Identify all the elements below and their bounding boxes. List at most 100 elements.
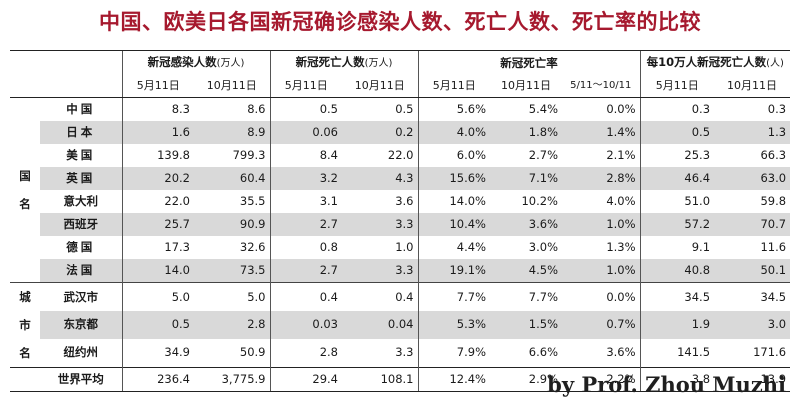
cell-inf-oct: 799.3 xyxy=(232,148,266,162)
page-title: 中国、欧美日各国新冠确诊感染人数、死亡人数、死亡率的比较 xyxy=(99,10,701,34)
infected-header: 新冠感染人数(万人) xyxy=(121,50,270,75)
cell-inf-oct: 50.9 xyxy=(239,345,266,360)
cell-rate-may: 7.9% xyxy=(417,338,490,368)
cell-rate-may: 14.0% xyxy=(417,190,490,213)
cell-rate-oct: 4.5% xyxy=(490,259,562,283)
cell-rate-oct: 6.6% xyxy=(528,345,558,360)
cell-rate-range: 0.0% xyxy=(562,97,641,121)
cell-p-oct: 13.9 xyxy=(714,367,791,392)
side-label-char: 城 xyxy=(19,290,31,304)
cell-rate-oct: 1.8% xyxy=(490,121,562,144)
date-may: 5月11日 xyxy=(417,75,490,98)
cell-p-may: 0.3 xyxy=(639,97,715,121)
row-name: 美国 xyxy=(66,148,96,162)
side-label-char: 名 xyxy=(19,197,31,211)
row-name: 中国 xyxy=(40,97,122,121)
cell-rate-may: 10.4% xyxy=(417,213,490,236)
date-oct: 10月11日 xyxy=(194,75,270,98)
cell-inf-oct: 60.4 xyxy=(194,167,270,190)
rate-header-label: 新冠死亡率 xyxy=(500,55,558,70)
cell-inf-oct: 5.0 xyxy=(194,282,270,312)
row-name: 德国 xyxy=(66,240,96,254)
table-row: 美国 139.8 799.3 8.4 22.0 6.0% 2.7% 2.1% 25.3 66.3 xyxy=(10,144,790,167)
side-empty-cell xyxy=(10,367,40,392)
side-label-char: 市 xyxy=(19,318,31,332)
cell-rate-oct: 7.1% xyxy=(490,167,562,190)
cell-inf-may: 0.5 xyxy=(121,311,194,339)
date-range: 5/11～10/11 xyxy=(562,75,641,98)
cell-inf-oct: 32.6 xyxy=(239,240,266,254)
cell-inf-oct: 2.8 xyxy=(194,311,270,339)
cell-rate-may: 12.4% xyxy=(417,367,490,392)
cell-dth-oct: 3.3 xyxy=(342,259,418,283)
cell-p-may: 1.9 xyxy=(639,311,715,339)
side-label-city: 城市名 xyxy=(10,282,40,368)
table-row: 国名中国 8.3 8.6 0.5 0.5 5.6% 5.4% 0.0% 0.3 0.3 xyxy=(10,97,791,283)
date-oct: 10月11日 xyxy=(342,75,418,98)
cell-rate-range: 3.6% xyxy=(606,345,636,360)
comparison-table: 新冠感染人数(万人) 新冠死亡人数(万人) 新冠死亡率 每10万人新冠死亡人数(… xyxy=(10,50,791,392)
cell-inf-may: 139.8 xyxy=(121,144,194,167)
cell-inf-oct: 8.9 xyxy=(194,121,270,144)
cell-rate-may: 7.7% xyxy=(417,282,490,312)
cell-dth-may: 29.4 xyxy=(269,367,342,392)
date-oct: 10月11日 xyxy=(714,75,791,98)
row-name: 西班牙 xyxy=(40,213,122,236)
table-row: 西班牙 25.7 90.9 2.7 3.3 10.4% 3.6% 1.0% 57.2 70.7 xyxy=(10,213,791,236)
cell-p-may: 141.5 xyxy=(639,338,715,368)
cell-rate-range: 4.0% xyxy=(606,194,636,208)
cell-rate-oct: 3.0% xyxy=(528,240,558,254)
cell-rate-may: 4.0% xyxy=(417,121,490,144)
cell-rate-range: 1.0% xyxy=(562,213,641,236)
side-label-country: 国名 xyxy=(10,97,40,283)
deaths-header: 新冠死亡人数(万人) xyxy=(269,50,418,75)
cell-rate-range: 1.4% xyxy=(562,121,641,144)
cell-inf-may: 25.7 xyxy=(121,213,194,236)
cell-rate-range: 0.0% xyxy=(562,282,641,312)
cell-p-may: 3.8 xyxy=(639,367,715,392)
date-oct: 10月11日 xyxy=(490,75,562,98)
table-row: 法国 14.0 73.5 2.7 3.3 19.1% 4.5% 1.0% 40.8 50.1 xyxy=(10,259,791,283)
table-row: 城市名武汉市 5.0 5.0 0.4 0.4 7.7% 7.7% 0.0% 34.5 34.5 xyxy=(10,282,791,368)
table-row: 英国 20.2 60.4 3.2 4.3 15.6% 7.1% 2.8% 46.4 63.0 xyxy=(10,167,791,190)
corner-cell-4 xyxy=(40,75,122,98)
cell-p-oct: 171.6 xyxy=(753,345,787,360)
cell-inf-oct: 35.5 xyxy=(239,194,266,208)
row-name: 法国 xyxy=(40,259,122,283)
row-name: 世界平均 xyxy=(40,367,122,392)
table-row: 意大利 22.0 35.5 3.1 3.6 14.0% 10.2% 4.0% 51.0 59.8 xyxy=(10,190,790,213)
cell-dth-oct: 108.1 xyxy=(342,367,418,392)
per100k-header-unit: (人) xyxy=(766,58,784,69)
cell-dth-may: 0.8 xyxy=(269,236,342,259)
cell-rate-range: 0.7% xyxy=(562,311,641,339)
cell-inf-oct: 90.9 xyxy=(194,213,270,236)
table-row: 纽约州 34.9 50.9 2.8 3.3 7.9% 6.6% 3.6% 141.5 171.6 xyxy=(10,338,790,368)
rate-header: 新冠死亡率 xyxy=(417,50,641,75)
corner-cell xyxy=(10,50,40,75)
cell-rate-range: 2.8% xyxy=(562,167,641,190)
cell-dth-oct: 3.6 xyxy=(395,194,414,208)
cell-dth-may: 2.8 xyxy=(269,338,342,368)
corner-cell-2 xyxy=(40,50,122,75)
cell-p-may: 57.2 xyxy=(639,213,715,236)
cell-inf-may: 8.3 xyxy=(121,97,194,121)
table-row: 日本 1.6 8.9 0.06 0.2 4.0% 1.8% 1.4% 0.5 1.3 xyxy=(10,121,791,144)
side-label-char: 国 xyxy=(19,169,31,183)
date-may: 5月11日 xyxy=(639,75,715,98)
cell-dth-may: 0.03 xyxy=(269,311,342,339)
cell-dth-may: 3.2 xyxy=(269,167,342,190)
cell-inf-may: 20.2 xyxy=(121,167,194,190)
cell-p-oct: 70.7 xyxy=(714,213,791,236)
cell-rate-may: 5.3% xyxy=(417,311,490,339)
cell-p-may: 46.4 xyxy=(639,167,715,190)
cell-dth-may: 8.4 xyxy=(269,144,342,167)
infected-header-unit: (万人) xyxy=(216,58,245,69)
cell-rate-oct: 1.5% xyxy=(490,311,562,339)
cell-inf-oct: 8.6 xyxy=(194,97,270,121)
infected-header-label: 新冠感染人数 xyxy=(147,55,217,69)
cell-inf-oct: 73.5 xyxy=(194,259,270,283)
cell-dth-oct: 0.04 xyxy=(342,311,418,339)
cell-rate-range: 1.3% xyxy=(606,240,636,254)
cell-rate-oct: 3.6% xyxy=(490,213,562,236)
cell-dth-may: 3.1 xyxy=(269,190,342,213)
